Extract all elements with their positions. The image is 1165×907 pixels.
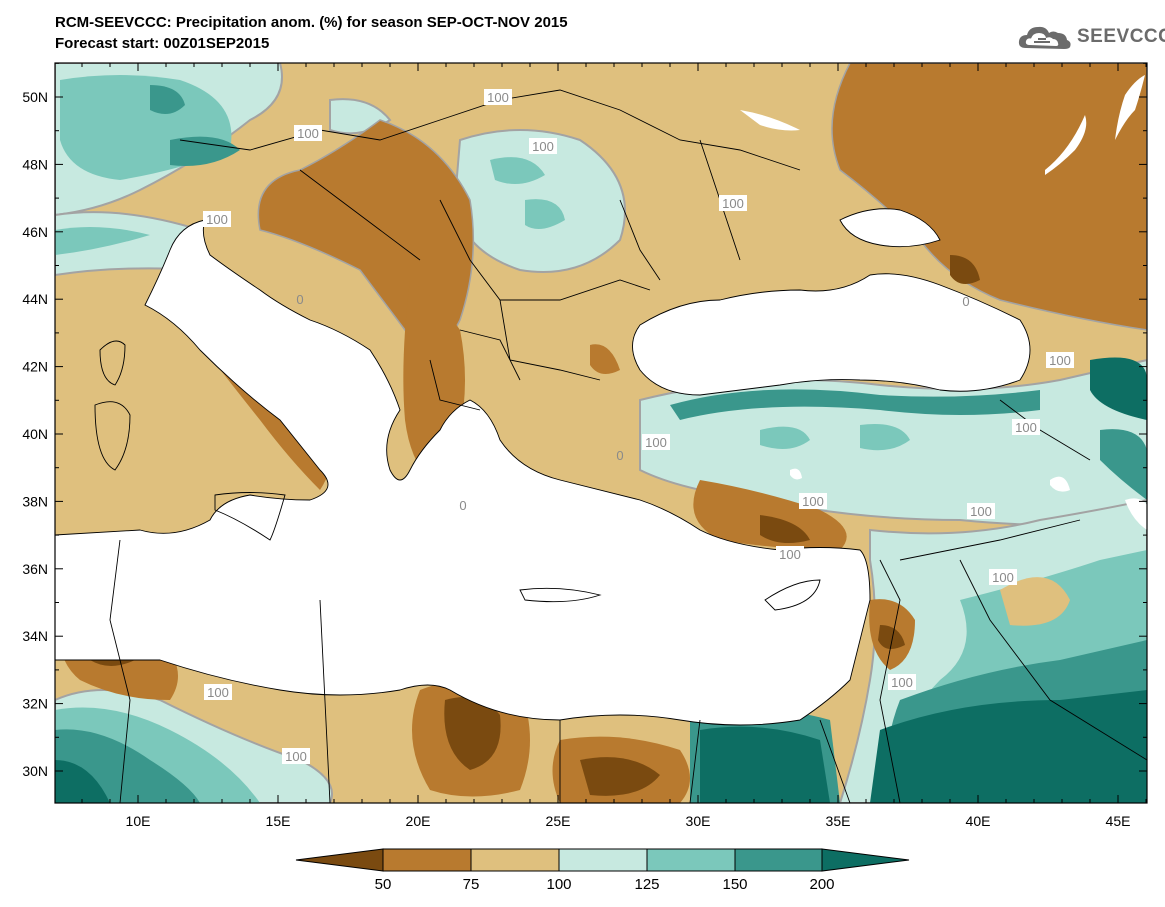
lon-label: 30E <box>686 813 711 829</box>
contour-label: 100 <box>779 547 801 562</box>
map-axes: 10E 15E 20E 25E 30E 35E 40E 45E 50N 48N 46N 44N 42N… <box>22 62 1147 829</box>
seevccc-logo: SEEVCCC <box>1016 22 1165 52</box>
lon-label: 15E <box>266 813 291 829</box>
contour-label: 100 <box>992 570 1014 585</box>
contour-label: 100 <box>891 675 913 690</box>
lat-label: 48N <box>22 156 48 172</box>
lat-label: 36N <box>22 561 48 577</box>
lat-label: 44N <box>22 291 48 307</box>
contour-label: 100 <box>207 685 229 700</box>
colorbar-segment <box>734 848 823 872</box>
colorbar-segment <box>470 848 560 872</box>
contour-label: 100 <box>1049 353 1071 368</box>
contour-label: 100 <box>802 494 824 509</box>
colorbar-segment-low <box>295 848 384 872</box>
lat-label: 40N <box>22 426 48 442</box>
contour-label: 0 <box>296 292 303 307</box>
map-title: RCM-SEEVCCC: Precipitation anom. (%) for… <box>55 14 568 31</box>
contour-label: 100 <box>722 196 744 211</box>
contour-label: 100 <box>532 139 554 154</box>
contour-label: 100 <box>487 90 509 105</box>
lat-label: 50N <box>22 89 48 105</box>
contour-label: 0 <box>459 498 466 513</box>
map-frame <box>54 62 1148 804</box>
lat-label: 32N <box>22 696 48 712</box>
lat-label: 38N <box>22 493 48 509</box>
cloud-icon <box>1018 26 1071 49</box>
lat-label: 30N <box>22 763 48 779</box>
lon-label: 20E <box>406 813 431 829</box>
lon-label: 35E <box>826 813 851 829</box>
colorbar-label: 75 <box>463 876 480 893</box>
colorbar-label: 50 <box>375 876 392 893</box>
colorbar-segment-high <box>821 848 910 872</box>
colorbar: 50 75 100 125 150 200 <box>295 848 910 893</box>
colorbar-label: 150 <box>722 876 747 893</box>
contour-label: 100 <box>297 126 319 141</box>
contour-label: 100 <box>206 212 228 227</box>
contour-label: 0 <box>962 294 969 309</box>
logo-text: SEEVCCC <box>1077 26 1165 47</box>
lat-label: 46N <box>22 224 48 240</box>
lat-label: 42N <box>22 359 48 375</box>
contour-labels: 100 100 100 100 100 100 100 100 100 100 … <box>203 89 1074 764</box>
lat-label: 34N <box>22 628 48 644</box>
lon-label: 40E <box>966 813 991 829</box>
colorbar-segment <box>558 848 648 872</box>
lon-label: 10E <box>126 813 151 829</box>
contour-label: 100 <box>645 435 667 450</box>
colorbar-label: 200 <box>809 876 834 893</box>
forecast-start: Forecast start: 00Z01SEP2015 <box>55 35 270 52</box>
lon-label: 25E <box>546 813 571 829</box>
colorbar-segment <box>382 848 472 872</box>
lon-label: 45E <box>1106 813 1131 829</box>
contour-label: 100 <box>285 749 307 764</box>
colorbar-segment <box>646 848 736 872</box>
colorbar-label: 100 <box>546 876 571 893</box>
contour-label: 0 <box>616 448 623 463</box>
contour-label: 100 <box>1015 420 1037 435</box>
colorbar-label: 125 <box>634 876 659 893</box>
contour-label: 100 <box>970 504 992 519</box>
